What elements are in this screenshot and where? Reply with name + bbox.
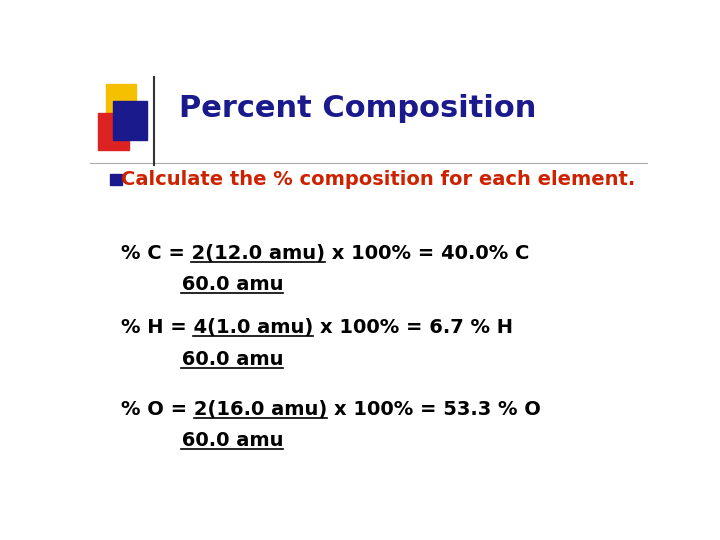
Bar — [99, 113, 129, 150]
Text: Percent Composition: Percent Composition — [179, 94, 536, 123]
Text: % C = 2(12.0 amu) x 100% = 40.0% C: % C = 2(12.0 amu) x 100% = 40.0% C — [121, 244, 529, 262]
Text: Calculate the % composition for each element.: Calculate the % composition for each ele… — [121, 170, 635, 188]
Text: 60.0 amu: 60.0 amu — [121, 275, 283, 294]
Bar — [114, 101, 147, 140]
Bar — [106, 84, 136, 121]
Text: 60.0 amu: 60.0 amu — [121, 349, 283, 369]
Text: % O = 2(16.0 amu) x 100% = 53.3 % O: % O = 2(16.0 amu) x 100% = 53.3 % O — [121, 400, 541, 419]
Text: % H = 4(1.0 amu) x 100% = 6.7 % H: % H = 4(1.0 amu) x 100% = 6.7 % H — [121, 319, 513, 338]
Bar — [109, 173, 122, 185]
Text: 60.0 amu: 60.0 amu — [121, 431, 283, 450]
